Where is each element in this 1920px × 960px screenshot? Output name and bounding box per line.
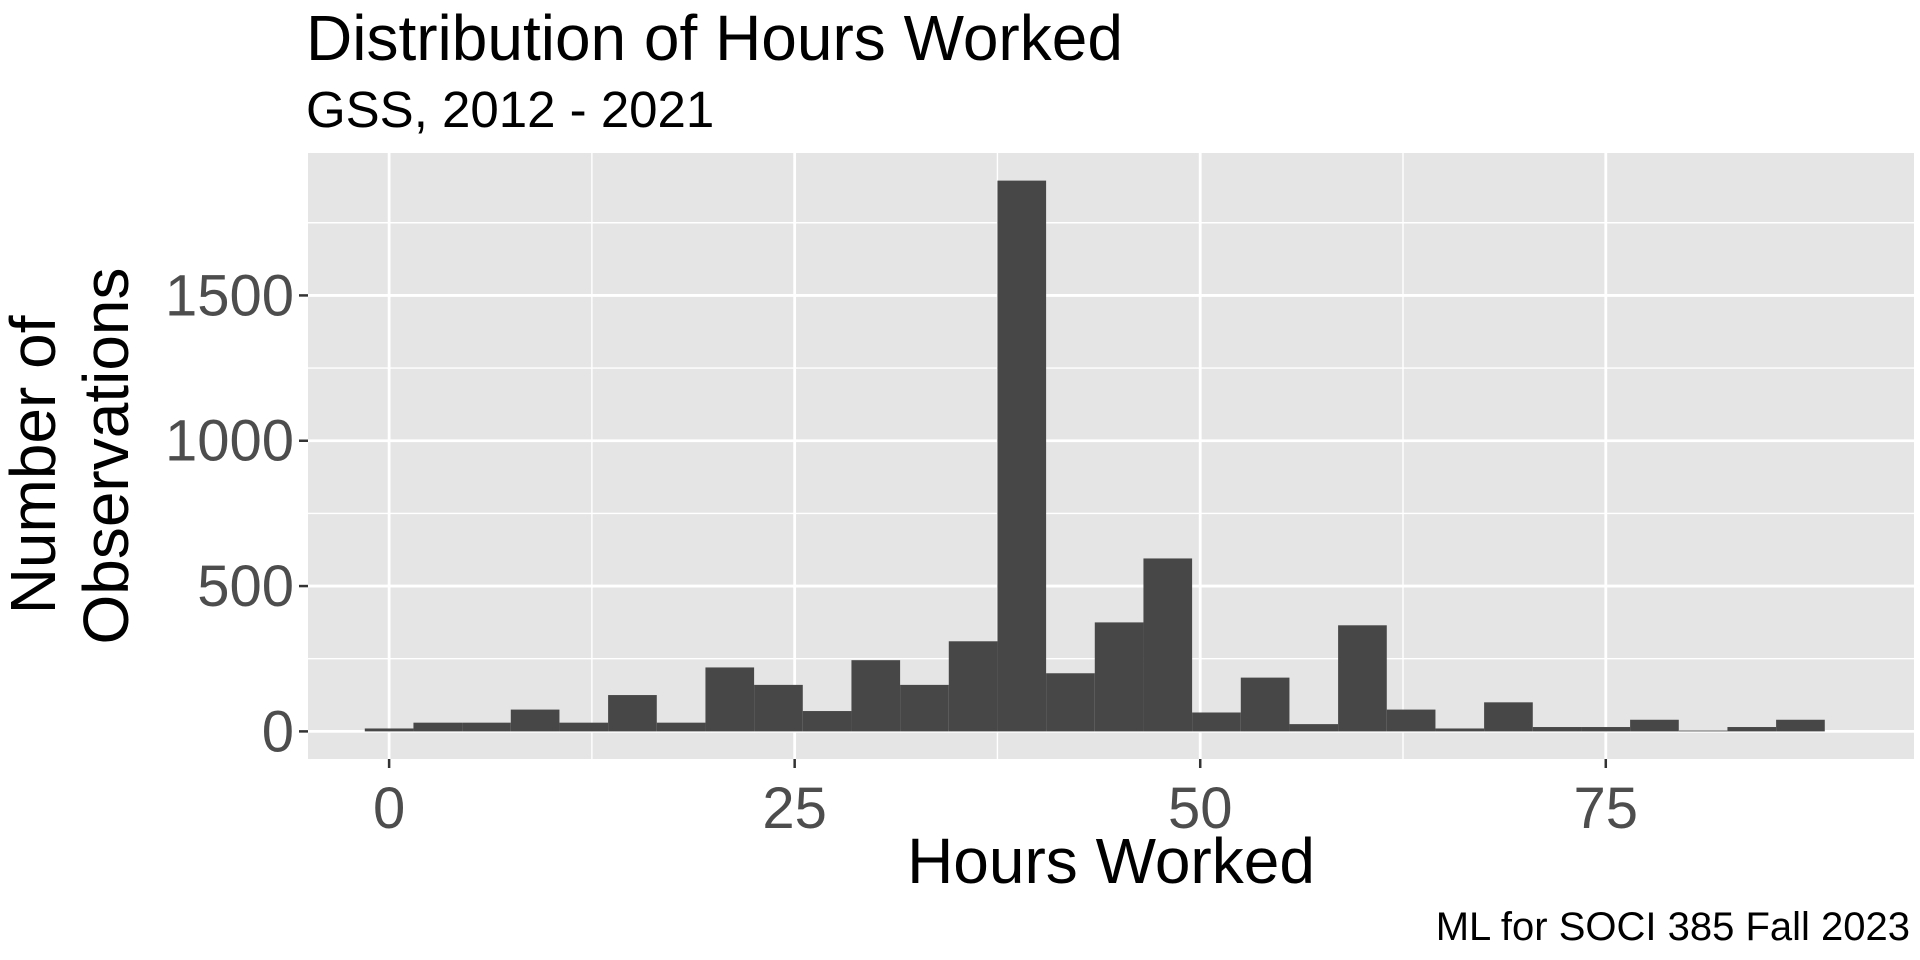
x-tick-label: 0 bbox=[373, 776, 405, 841]
histogram-bar bbox=[510, 709, 560, 732]
histogram-bar bbox=[1532, 727, 1582, 732]
histogram-bar bbox=[1630, 719, 1679, 732]
histogram-bar bbox=[364, 728, 414, 732]
histogram-bar bbox=[1678, 730, 1728, 732]
chart-caption: ML for SOCI 385 Fall 2023 bbox=[1436, 905, 1910, 949]
histogram-bar bbox=[1094, 622, 1144, 732]
chart-title: Distribution of Hours Worked bbox=[306, 2, 1123, 74]
histogram-bar bbox=[1386, 709, 1436, 732]
histogram-bar bbox=[802, 711, 852, 732]
histogram-bar bbox=[1338, 625, 1387, 732]
y-tick-label: 0 bbox=[262, 699, 294, 764]
histogram-bar bbox=[1435, 728, 1485, 732]
histogram-bar bbox=[1776, 719, 1825, 732]
histogram-bar bbox=[997, 180, 1047, 732]
histogram-bar bbox=[705, 667, 755, 732]
chart-subtitle: GSS, 2012 - 2021 bbox=[306, 81, 714, 138]
histogram-bar bbox=[1143, 558, 1193, 732]
x-axis: 0 25 50 75 bbox=[373, 759, 1638, 841]
histogram-bar bbox=[1240, 677, 1290, 732]
y-axis-title: Number of Observations bbox=[0, 267, 142, 644]
histogram-bar bbox=[608, 695, 657, 732]
histogram-bar bbox=[900, 684, 949, 732]
histogram-bar bbox=[413, 722, 463, 732]
y-tick-label: 1500 bbox=[165, 263, 294, 328]
histogram-bar bbox=[1484, 702, 1533, 732]
y-tick-label: 500 bbox=[197, 554, 294, 619]
histogram-bar bbox=[1192, 712, 1241, 732]
x-axis-title: Hours Worked bbox=[907, 825, 1315, 897]
histogram-bar bbox=[559, 722, 609, 732]
y-axis-title-line-1: Number of bbox=[0, 315, 69, 614]
histogram-bar bbox=[851, 660, 901, 732]
grid-lines bbox=[308, 153, 1914, 759]
y-axis: 0 500 1000 1500 bbox=[165, 263, 308, 764]
y-axis-title-line-2: Observations bbox=[70, 267, 142, 644]
histogram-bar bbox=[1727, 727, 1777, 732]
histogram-bar bbox=[656, 722, 706, 732]
x-tick-label: 75 bbox=[1574, 776, 1639, 841]
histogram-bar bbox=[754, 684, 803, 732]
histogram-bar bbox=[1289, 724, 1339, 732]
x-tick-label: 50 bbox=[1168, 776, 1233, 841]
histogram-bar bbox=[1046, 673, 1095, 732]
histogram-bar bbox=[948, 641, 998, 732]
histogram-bar bbox=[462, 722, 511, 732]
histogram-bars bbox=[364, 180, 1825, 732]
x-tick-label: 25 bbox=[762, 776, 827, 841]
histogram-bar bbox=[1581, 727, 1631, 732]
y-tick-label: 1000 bbox=[165, 409, 294, 474]
